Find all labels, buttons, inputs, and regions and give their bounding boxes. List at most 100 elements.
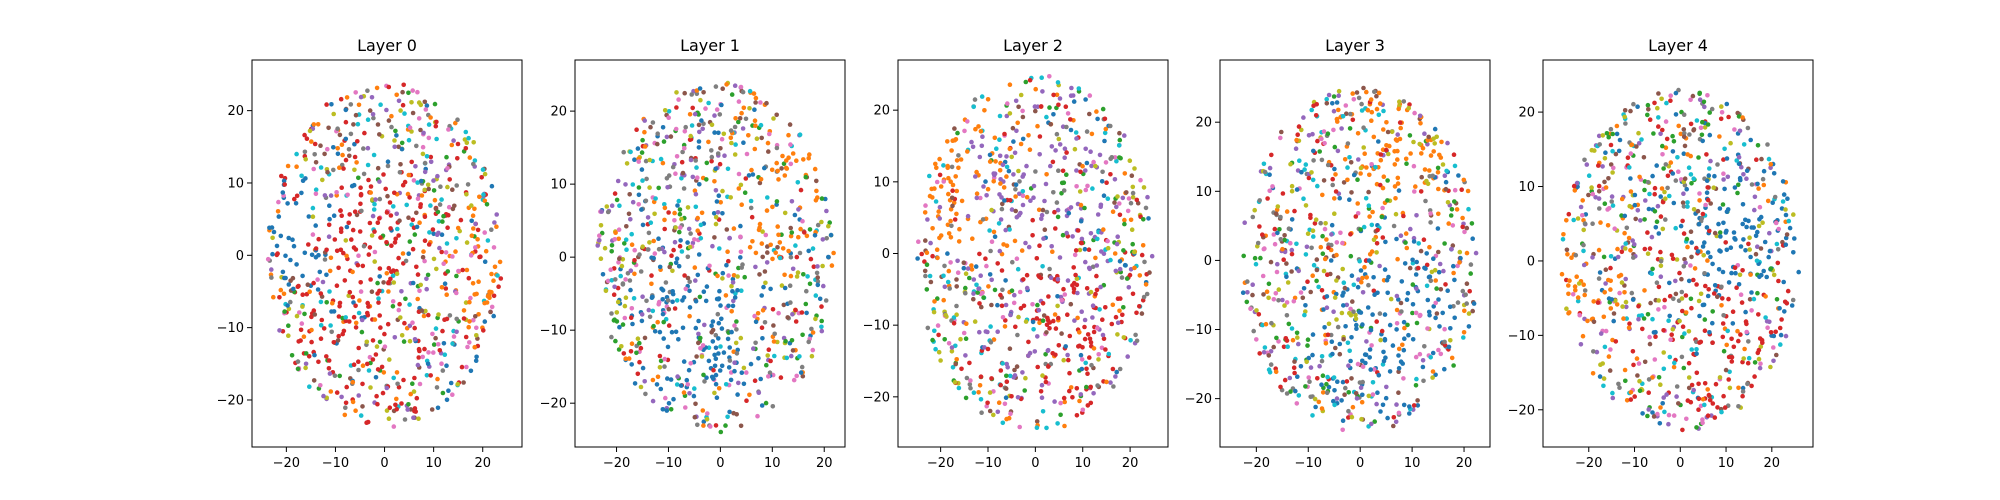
scatter-point <box>989 207 994 213</box>
scatter-point <box>1679 296 1685 301</box>
scatter-point <box>1402 336 1407 342</box>
scatter-point <box>1009 394 1014 399</box>
scatter-point <box>280 190 286 195</box>
scatter-point <box>1115 332 1120 337</box>
scatter-point <box>324 354 329 359</box>
scatter-point <box>632 157 637 162</box>
scatter-point <box>1581 242 1586 248</box>
scatter-point <box>1330 182 1335 188</box>
scatter-point <box>1340 379 1346 385</box>
scatter-point <box>1294 187 1300 192</box>
scatter-point <box>1320 251 1326 256</box>
scatter-point <box>1359 101 1364 107</box>
scatter-point <box>967 360 972 366</box>
scatter-point <box>1404 297 1410 303</box>
scatter-point <box>724 227 730 232</box>
scatter-point <box>938 233 944 238</box>
scatter-point <box>979 304 984 310</box>
scatter-point <box>1435 170 1441 175</box>
scatter-point <box>1624 304 1629 310</box>
scatter-point <box>1414 320 1420 326</box>
scatter-point <box>689 92 694 97</box>
scatter-point <box>1779 206 1785 211</box>
scatter-point <box>753 340 758 346</box>
scatter-point <box>337 300 343 306</box>
scatter-point <box>647 314 653 320</box>
scatter-point <box>692 386 697 391</box>
scatter-point <box>612 317 617 323</box>
scatter-point <box>946 231 952 236</box>
scatter-point <box>670 268 675 274</box>
scatter-point <box>1691 207 1697 212</box>
scatter-point <box>1700 244 1706 249</box>
scatter-point <box>700 408 706 413</box>
scatter-point <box>1411 235 1417 241</box>
scatter-point <box>1241 253 1246 259</box>
scatter-point <box>1095 212 1101 217</box>
scatter-point <box>270 251 275 257</box>
scatter-point <box>1040 301 1046 306</box>
y-tick-label: −20 <box>540 397 567 412</box>
scatter-point <box>331 340 337 345</box>
scatter-point <box>736 186 742 191</box>
scatter-point <box>719 316 724 322</box>
scatter-point <box>1657 421 1663 426</box>
scatter-point <box>1590 191 1596 197</box>
scatter-point <box>952 126 957 131</box>
scatter-point <box>1732 236 1737 241</box>
scatter-point <box>1415 398 1420 403</box>
scatter-point <box>1012 292 1017 298</box>
scatter-point <box>437 348 443 353</box>
scatter-point <box>1015 266 1021 272</box>
scatter-point <box>285 163 291 169</box>
scatter-point <box>798 370 804 375</box>
scatter-point <box>1611 318 1616 324</box>
scatter-point <box>1661 328 1666 333</box>
scatter-point <box>347 212 353 217</box>
scatter-point <box>327 216 332 222</box>
scatter-point <box>1653 334 1658 340</box>
scatter-point <box>738 182 744 188</box>
scatter-point <box>712 363 718 369</box>
scatter-point <box>1608 278 1613 284</box>
scatter-point <box>392 335 398 340</box>
scatter-point <box>770 256 775 262</box>
scatter-point <box>1348 160 1354 165</box>
scatter-point <box>437 202 443 207</box>
scatter-point <box>815 275 820 280</box>
scatter-point <box>1582 157 1587 163</box>
scatter-point <box>1723 367 1729 373</box>
scatter-point <box>1044 209 1050 215</box>
scatter-point <box>1608 142 1614 148</box>
scatter-point <box>1731 230 1737 235</box>
scatter-point <box>1624 316 1629 321</box>
scatter-point <box>1658 263 1664 269</box>
scatter-point <box>1035 302 1040 308</box>
scatter-point <box>1313 113 1319 118</box>
scatter-point <box>475 237 480 242</box>
scatter-point <box>637 340 642 346</box>
scatter-point <box>1701 253 1706 258</box>
scatter-point <box>1726 114 1731 120</box>
scatter-point <box>1040 318 1046 324</box>
scatter-point <box>1071 99 1077 104</box>
scatter-point <box>1273 369 1279 375</box>
scatter-point <box>738 223 743 229</box>
scatter-point <box>1304 359 1309 365</box>
scatter-point <box>1280 191 1286 196</box>
scatter-point <box>365 312 371 318</box>
scatter-point <box>649 273 654 278</box>
scatter-point <box>1311 148 1316 154</box>
scatter-point <box>1017 179 1022 184</box>
scatter-point <box>370 357 376 362</box>
scatter-point <box>709 158 714 164</box>
scatter-point <box>1122 217 1127 223</box>
scatter-point <box>1384 277 1390 283</box>
scatter-point <box>431 342 437 347</box>
scatter-point <box>819 219 824 225</box>
scatter-point <box>941 297 946 303</box>
scatter-point <box>1020 370 1025 375</box>
scatter-point <box>1258 255 1263 261</box>
scatter-point <box>391 204 396 209</box>
scatter-point <box>1257 198 1262 203</box>
